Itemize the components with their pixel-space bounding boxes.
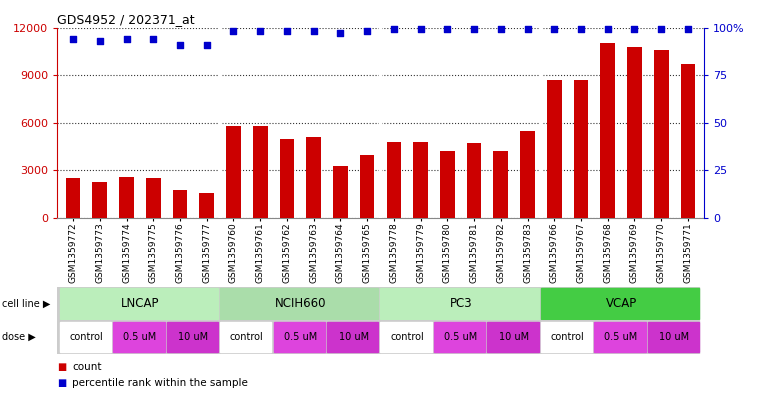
Bar — [253, 126, 268, 218]
Bar — [167, 321, 218, 353]
Bar — [541, 288, 699, 319]
Bar — [307, 137, 321, 218]
Text: 0.5 uM: 0.5 uM — [604, 332, 638, 342]
Point — [521, 26, 533, 33]
Text: 0.5 uM: 0.5 uM — [444, 332, 477, 342]
Bar — [220, 288, 378, 319]
Point — [281, 28, 293, 35]
Bar — [333, 166, 348, 218]
Bar — [547, 80, 562, 218]
Point — [655, 26, 667, 33]
Text: ■: ■ — [57, 362, 66, 373]
Point — [120, 36, 132, 42]
Text: 0.5 uM: 0.5 uM — [123, 332, 157, 342]
Text: 0.5 uM: 0.5 uM — [284, 332, 317, 342]
Point — [629, 26, 641, 33]
Point — [174, 42, 186, 48]
Bar — [600, 43, 615, 218]
Bar — [226, 126, 240, 218]
Bar — [493, 151, 508, 218]
Bar — [387, 142, 401, 218]
Bar — [466, 143, 482, 218]
Bar — [594, 321, 645, 353]
Bar — [627, 47, 642, 218]
Bar — [654, 50, 668, 218]
Point — [147, 36, 159, 42]
Text: GDS4952 / 202371_at: GDS4952 / 202371_at — [57, 13, 195, 26]
Bar — [146, 178, 161, 218]
Text: control: control — [551, 332, 584, 342]
Bar — [541, 321, 592, 353]
Bar — [574, 80, 588, 218]
Point — [307, 28, 320, 35]
Point — [495, 26, 507, 33]
Point — [388, 26, 400, 33]
Text: NCIH660: NCIH660 — [275, 297, 326, 310]
Point — [602, 26, 614, 33]
Bar — [60, 288, 218, 319]
Bar — [60, 321, 111, 353]
Bar — [274, 321, 325, 353]
Bar — [327, 321, 378, 353]
Bar — [380, 288, 539, 319]
Bar — [413, 142, 428, 218]
Text: ■: ■ — [57, 378, 66, 388]
Text: percentile rank within the sample: percentile rank within the sample — [72, 378, 248, 388]
Point — [254, 28, 266, 35]
Point — [682, 26, 694, 33]
Text: control: control — [390, 332, 424, 342]
Point — [228, 28, 240, 35]
Text: 10 uM: 10 uM — [339, 332, 369, 342]
Point — [361, 28, 373, 35]
Text: 10 uM: 10 uM — [178, 332, 209, 342]
Text: 10 uM: 10 uM — [499, 332, 529, 342]
Text: control: control — [230, 332, 264, 342]
Bar — [648, 321, 699, 353]
Bar — [360, 154, 374, 218]
Bar — [199, 193, 214, 218]
Bar — [380, 321, 431, 353]
Text: dose ▶: dose ▶ — [2, 332, 35, 342]
Point — [441, 26, 454, 33]
Point — [334, 30, 346, 37]
Point — [468, 26, 480, 33]
Bar — [220, 321, 272, 353]
Bar — [93, 182, 107, 218]
Bar — [434, 321, 486, 353]
Bar — [680, 64, 696, 218]
Point — [575, 26, 587, 33]
Bar — [65, 178, 81, 218]
Bar — [173, 189, 187, 218]
Bar — [440, 151, 454, 218]
Bar — [279, 139, 295, 218]
Text: 10 uM: 10 uM — [660, 332, 689, 342]
Bar — [521, 131, 535, 218]
Point — [201, 42, 213, 48]
Text: cell line ▶: cell line ▶ — [2, 299, 50, 309]
Text: PC3: PC3 — [450, 297, 472, 310]
Text: VCAP: VCAP — [606, 297, 637, 310]
Bar — [119, 177, 134, 218]
Point — [94, 38, 106, 44]
Bar — [487, 321, 539, 353]
Bar — [113, 321, 164, 353]
Point — [415, 26, 427, 33]
Text: LNCAP: LNCAP — [121, 297, 159, 310]
Text: count: count — [72, 362, 102, 373]
Point — [67, 36, 79, 42]
Point — [548, 26, 560, 33]
Text: control: control — [69, 332, 103, 342]
